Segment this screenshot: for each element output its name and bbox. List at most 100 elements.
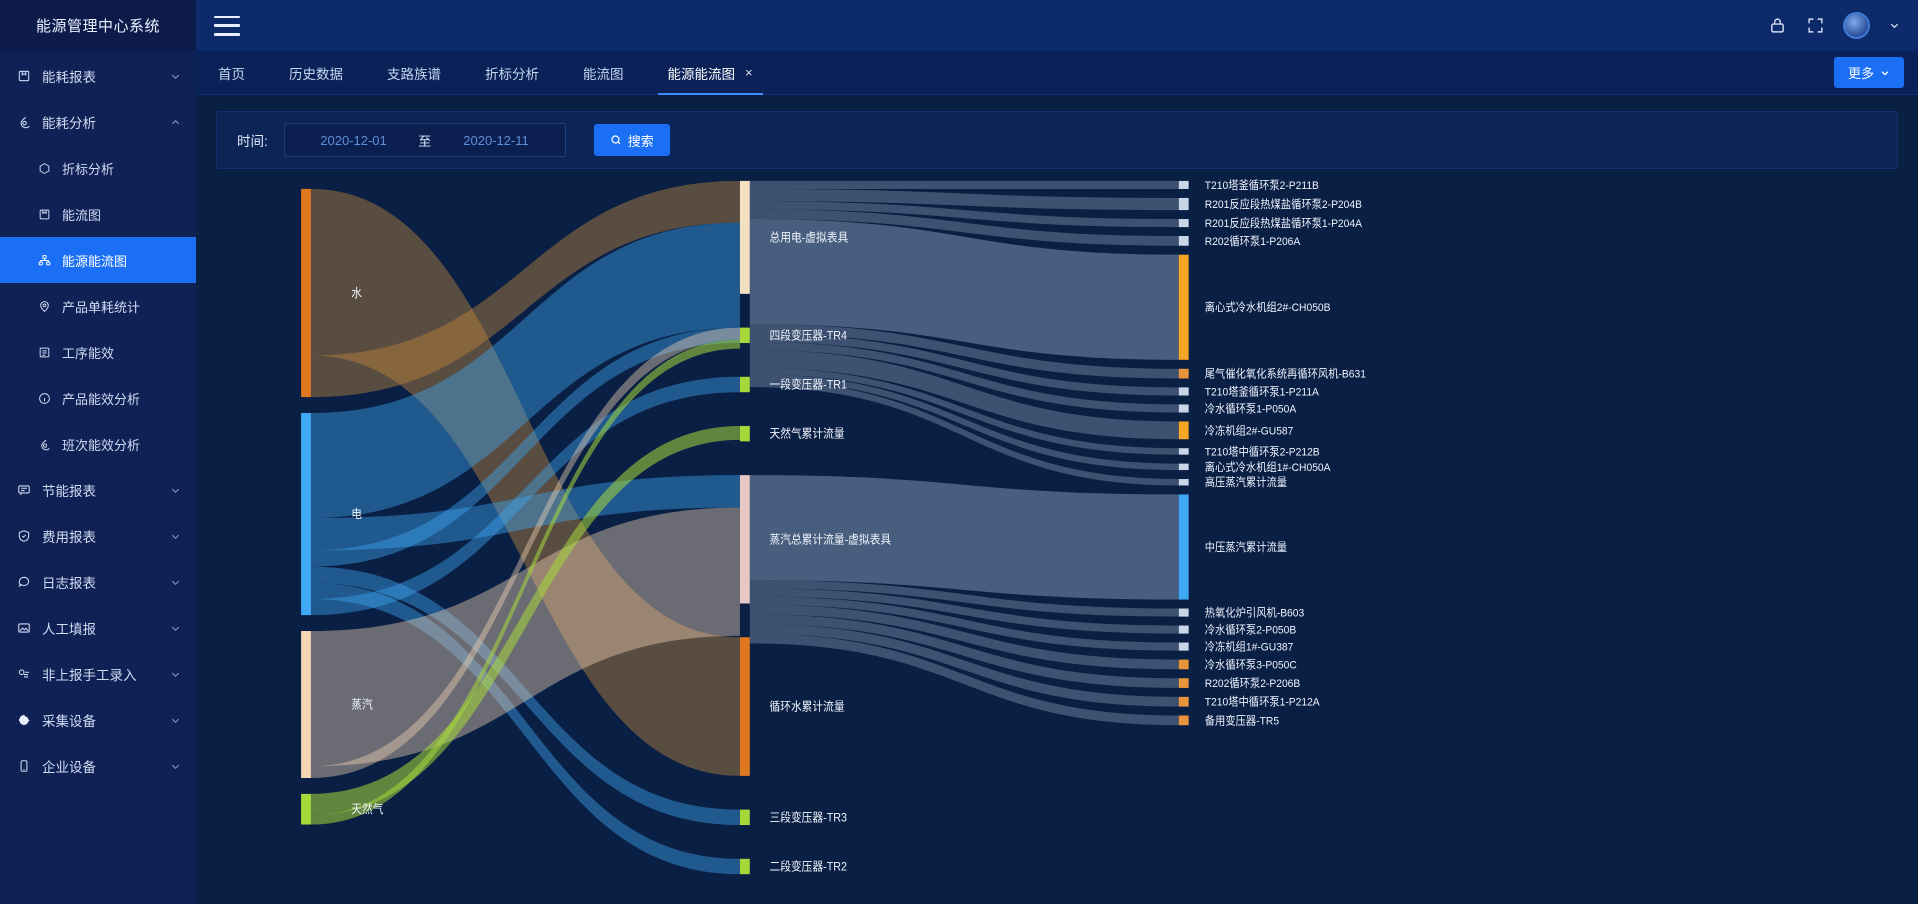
- sidebar-item-费用报表[interactable]: 费用报表: [0, 513, 196, 559]
- sankey-node[interactable]: [1178, 678, 1189, 688]
- sankey-node[interactable]: [1178, 463, 1189, 471]
- sankey-link: [310, 582, 740, 875]
- sankey-node[interactable]: [1178, 494, 1189, 600]
- sankey-node[interactable]: [1178, 236, 1189, 246]
- sankey-node[interactable]: [301, 413, 311, 616]
- sankey-link: [310, 327, 740, 567]
- sankey-link: [749, 380, 1179, 486]
- sankey-node[interactable]: [1178, 696, 1189, 707]
- sankey-link: [749, 201, 1179, 228]
- chat-icon: [14, 575, 34, 589]
- tab-折标分析[interactable]: 折标分析: [463, 51, 561, 95]
- sankey-link: [749, 580, 1179, 617]
- sankey-node-label: 天然气累计流量: [770, 426, 845, 441]
- sankey-node[interactable]: [739, 809, 750, 826]
- sankey-link: [749, 596, 1179, 651]
- sankey-node[interactable]: [1178, 197, 1189, 211]
- app-brand-title: 能源管理中心系统: [0, 0, 196, 51]
- date-range-picker[interactable]: 2020-12-01 至 2020-12-11: [283, 123, 566, 157]
- sankey-node[interactable]: [1178, 608, 1189, 617]
- tab-能源能流图[interactable]: 能源能流图 ×: [646, 51, 775, 95]
- sidebar-item-班次能效分析[interactable]: 班次能效分析: [0, 421, 196, 467]
- tab-首页[interactable]: 首页: [196, 51, 267, 95]
- sankey-node[interactable]: [739, 327, 750, 344]
- chevron-down-icon[interactable]: [168, 485, 182, 496]
- start-date-input[interactable]: 2020-12-01: [320, 132, 387, 148]
- tab-历史数据[interactable]: 历史数据: [267, 51, 365, 95]
- sidebar-item-非上报手工录入[interactable]: 非上报手工录入: [0, 651, 196, 697]
- search-button-label: 搜索: [627, 133, 654, 149]
- date-separator: 至: [418, 133, 432, 149]
- sidebar-item-折标分析[interactable]: 折标分析: [0, 145, 196, 191]
- sankey-node-label: 电: [351, 508, 362, 522]
- sankey-node[interactable]: [1178, 448, 1189, 455]
- sankey-link: [310, 507, 740, 767]
- chevron-down-icon[interactable]: [168, 715, 182, 726]
- more-button[interactable]: 更多: [1833, 57, 1904, 88]
- sankey-node[interactable]: [1178, 180, 1189, 190]
- sankey-node[interactable]: [739, 858, 750, 875]
- sankey-node[interactable]: [1178, 642, 1189, 651]
- sidebar-item-能源能流图[interactable]: 能源能流图: [0, 237, 196, 283]
- sankey-node[interactable]: [1178, 479, 1189, 486]
- sidebar-item-产品单耗统计[interactable]: 产品单耗统计: [0, 283, 196, 329]
- lock-icon[interactable]: [1767, 16, 1787, 36]
- sankey-node[interactable]: [739, 180, 750, 294]
- end-date-input[interactable]: 2020-12-11: [463, 132, 529, 148]
- sankey-node[interactable]: [1178, 404, 1189, 413]
- sidebar-item-采集设备[interactable]: 采集设备: [0, 697, 196, 743]
- sankey-node[interactable]: [301, 188, 311, 398]
- sankey-link: [749, 349, 1179, 440]
- sidebar-item-能流图[interactable]: 能流图: [0, 191, 196, 237]
- sidebar-item-节能报表[interactable]: 节能报表: [0, 467, 196, 513]
- tab-支路族谱[interactable]: 支路族谱: [365, 51, 463, 95]
- sidebar-item-产品能效分析[interactable]: 产品能效分析: [0, 375, 196, 421]
- sankey-node[interactable]: [739, 425, 750, 442]
- analysis-icon: [14, 115, 34, 129]
- sankey-node[interactable]: [1178, 387, 1189, 396]
- sidebar-item-日志报表[interactable]: 日志报表: [0, 559, 196, 605]
- sidebar-item-工序能效[interactable]: 工序能效: [0, 329, 196, 375]
- sankey-node-label: 冷冻机组2#-GU587: [1205, 423, 1294, 438]
- sidebar-item-能耗报表[interactable]: 能耗报表: [0, 53, 196, 99]
- sankey-node[interactable]: [1178, 715, 1189, 726]
- sankey-node[interactable]: [1178, 625, 1189, 634]
- sankey-node[interactable]: [1178, 659, 1189, 670]
- hamburger-icon[interactable]: [214, 15, 240, 36]
- chevron-down-icon: [1881, 70, 1889, 76]
- sankey-chart-container: 水电蒸汽 天然气 总用电-虚拟表具 四段变压器-TR4 一段变压器-TR1 天然气累计流量…: [216, 169, 1898, 904]
- sankey-node[interactable]: [1178, 219, 1189, 228]
- sankey-node[interactable]: [739, 637, 750, 776]
- sankey-link: [310, 475, 740, 551]
- sidebar-item-企业设备[interactable]: 企业设备: [0, 743, 196, 789]
- sankey-node-label: 蒸汽: [351, 697, 372, 712]
- sankey-node[interactable]: [301, 631, 311, 779]
- sidebar-item-人工填报[interactable]: 人工填报: [0, 605, 196, 651]
- sankey-node[interactable]: [1178, 254, 1189, 360]
- chevron-down-icon[interactable]: [1888, 20, 1900, 32]
- chevron-up-icon[interactable]: [168, 117, 182, 128]
- search-button[interactable]: 搜索: [593, 124, 670, 156]
- chevron-down-icon[interactable]: [168, 669, 182, 680]
- sankey-node[interactable]: [1178, 368, 1189, 379]
- sankey-link: [749, 374, 1179, 471]
- sankey-node[interactable]: [301, 793, 311, 825]
- sankey-link: [749, 189, 1179, 211]
- chevron-down-icon[interactable]: [168, 71, 182, 82]
- sankey-node[interactable]: [1178, 421, 1189, 440]
- chevron-down-icon[interactable]: [168, 761, 182, 772]
- tab-能流图[interactable]: 能流图: [561, 51, 646, 95]
- sankey-node[interactable]: [739, 376, 750, 393]
- sankey-node-label: T210塔中循环泵1-P212A: [1205, 695, 1321, 709]
- sidebar-item-能耗分析[interactable]: 能耗分析: [0, 99, 196, 145]
- sidebar-item-label: 能耗分析: [42, 116, 96, 131]
- chevron-down-icon[interactable]: [168, 577, 182, 588]
- close-icon[interactable]: ×: [745, 65, 753, 80]
- sankey-link: [749, 324, 1179, 379]
- chevron-down-icon[interactable]: [168, 531, 182, 542]
- chevron-down-icon[interactable]: [168, 623, 182, 634]
- sankey-node[interactable]: [739, 475, 750, 604]
- fullscreen-icon[interactable]: [1805, 16, 1825, 36]
- location-icon: [34, 300, 54, 313]
- user-avatar[interactable]: [1843, 12, 1870, 39]
